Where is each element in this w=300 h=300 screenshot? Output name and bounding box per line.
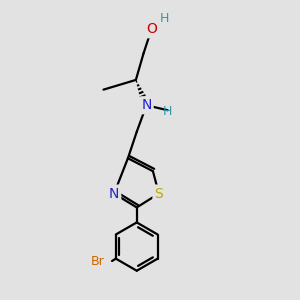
Text: O: O xyxy=(146,22,157,36)
Text: N: N xyxy=(109,187,119,201)
Text: S: S xyxy=(154,187,163,201)
Text: Br: Br xyxy=(90,254,104,268)
Text: H: H xyxy=(160,12,169,25)
Text: N: N xyxy=(141,98,152,112)
Text: H: H xyxy=(163,105,172,118)
